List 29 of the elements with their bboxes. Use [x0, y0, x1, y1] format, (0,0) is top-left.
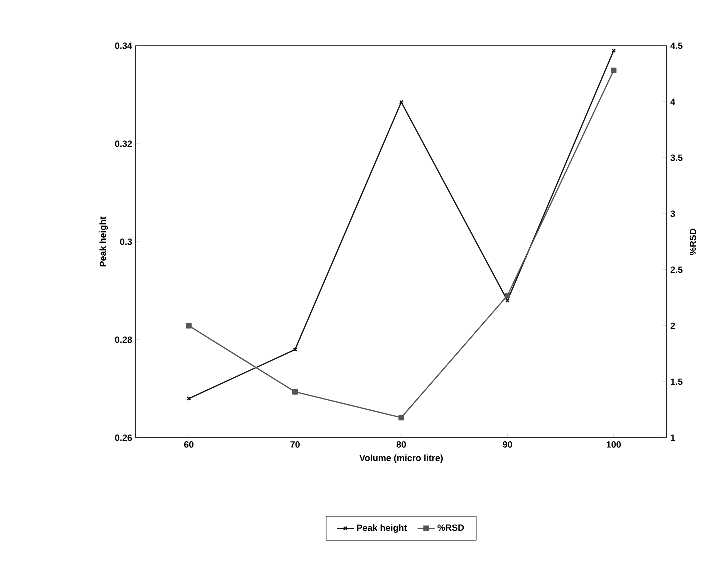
y2-tick-label: 4 — [670, 98, 676, 106]
y2-tick-label: 3 — [670, 210, 676, 218]
point — [186, 323, 192, 329]
y2-tick-label: 2 — [670, 322, 676, 330]
x-axis-title: Volume (micro litre) — [360, 454, 443, 464]
x-tick-label: 60 — [184, 442, 194, 448]
x-tick-label: 90 — [503, 442, 512, 448]
point — [399, 100, 404, 104]
y-tick-label: 0.28 — [115, 336, 132, 344]
y2-tick-label: 2.5 — [670, 266, 683, 274]
legend-label: %RSD — [438, 524, 464, 532]
y-tick-label: 0.32 — [115, 140, 132, 148]
x-tick-label: 80 — [396, 442, 406, 448]
x-tick-label: 70 — [290, 442, 300, 448]
point — [398, 415, 404, 421]
y-axis-title: Peak height — [100, 216, 108, 267]
y-tick-label: 0.26 — [115, 434, 132, 442]
y-tick-label: 0.34 — [115, 42, 132, 50]
y-tick-label: 0.3 — [120, 238, 132, 246]
point — [292, 389, 298, 395]
x-tick-label: 100 — [606, 442, 622, 448]
y2-tick-label: 1.5 — [671, 378, 683, 386]
y2-axis-title: %RSD — [690, 228, 696, 256]
y2-tick-label: 3.5 — [670, 154, 683, 162]
y2-tick-label: 4.5 — [670, 42, 683, 50]
y2-tick-label: 1 — [671, 434, 676, 442]
point — [504, 292, 510, 299]
legend-label: Peak height — [357, 524, 408, 534]
point — [611, 68, 617, 74]
